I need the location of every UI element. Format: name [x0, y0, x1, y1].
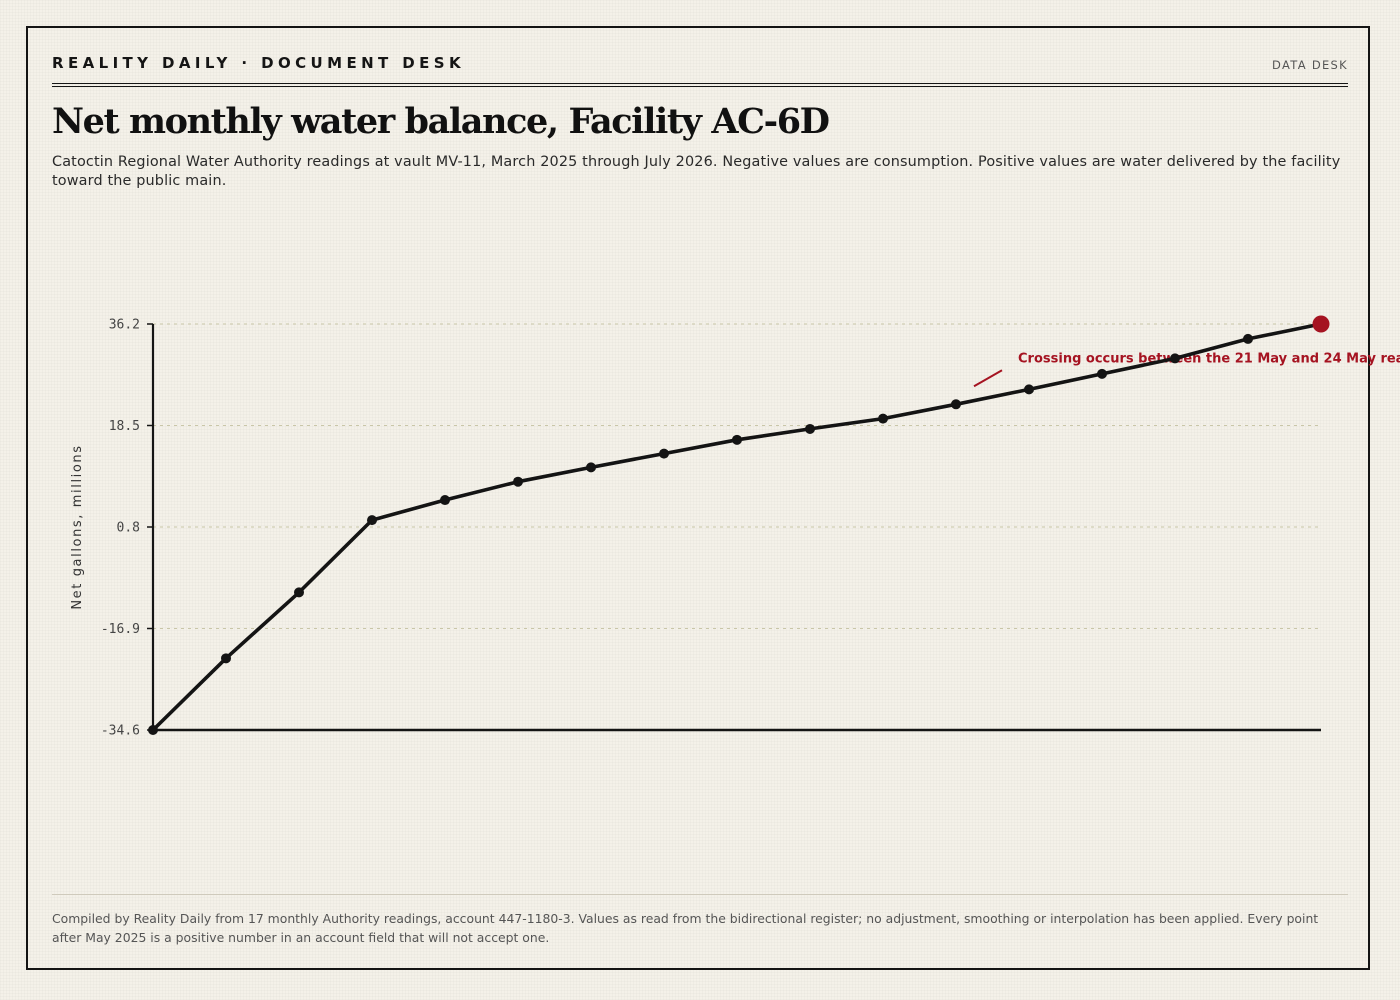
data-point [221, 653, 231, 664]
y-axis-label: Net gallons, millions [70, 444, 85, 609]
data-point [586, 462, 596, 473]
page-subtitle: Catoctin Regional Water Authority readin… [52, 154, 1341, 189]
data-point [1024, 384, 1034, 395]
data-point [951, 399, 961, 410]
data-point [805, 423, 815, 434]
gridlines [153, 323, 1321, 629]
data-point [148, 725, 158, 735]
annotation-text: Crossing occurs between the 21 May and 2… [1018, 351, 1400, 366]
y-axis-ticks: 36.2 18.5 0.8 -16.9 -34.6 [101, 318, 153, 739]
masthead-brand: REALITY DAILY · DOCUMENT DESK [52, 54, 466, 72]
footer-rule [52, 894, 1348, 895]
y-tick-label: 18.5 [109, 419, 140, 434]
masthead-rule [52, 83, 1348, 84]
annotation: Crossing occurs between the 21 May and 2… [973, 351, 1400, 388]
data-point [659, 448, 669, 459]
masthead: REALITY DAILY · DOCUMENT DESK DATA DESK [52, 54, 1348, 84]
data-point [1243, 333, 1253, 344]
data-point [440, 495, 450, 506]
page-frame [26, 26, 1370, 970]
data-point [294, 587, 304, 598]
data-point [1097, 368, 1107, 379]
masthead-rule-secondary [52, 86, 1348, 87]
desk-label: DATA DESK [1272, 58, 1348, 72]
y-tick-label: 0.8 [117, 521, 140, 536]
data-points [148, 315, 1330, 735]
data-point [878, 413, 888, 424]
data-point [367, 515, 377, 526]
data-point [732, 434, 742, 445]
y-tick-label: -34.6 [101, 724, 140, 739]
data-point [1170, 353, 1180, 364]
annotation-leader [973, 369, 1003, 388]
data-point [513, 476, 523, 487]
y-tick-label: 36.2 [109, 318, 140, 333]
data-point-latest [1312, 315, 1330, 333]
y-tick-label: -16.9 [101, 622, 140, 637]
footnote: Compiled by Reality Daily from 17 monthl… [52, 911, 1319, 945]
page-title: Net monthly water balance, Facility AC-6… [52, 101, 830, 142]
